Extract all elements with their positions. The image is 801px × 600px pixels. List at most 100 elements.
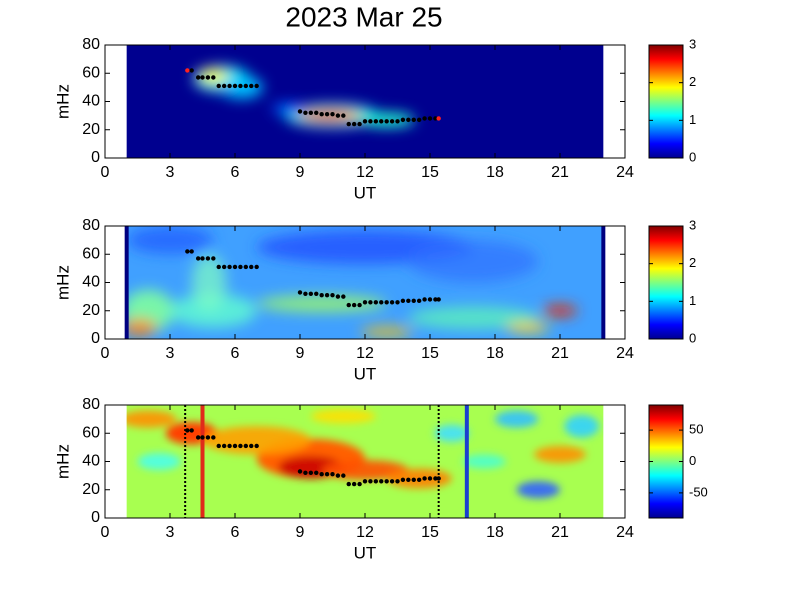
track-point — [308, 110, 314, 116]
colorbar — [648, 44, 684, 159]
y-tick-label: 0 — [91, 149, 100, 166]
track-point — [205, 256, 211, 261]
track-point — [341, 473, 346, 478]
track-point — [389, 479, 395, 484]
y-tick-label: 80 — [82, 396, 100, 413]
track-point — [227, 264, 232, 270]
track-point — [341, 113, 346, 118]
track-point — [297, 109, 303, 114]
track-point — [335, 294, 341, 299]
track-point — [373, 479, 379, 484]
track-point — [254, 443, 259, 449]
track-point — [416, 477, 422, 483]
track-point — [400, 117, 406, 123]
x-tick-label: 21 — [551, 524, 569, 541]
x-tick-label: 3 — [166, 345, 175, 362]
track-point — [389, 300, 395, 305]
y-axis-label: mHz — [53, 84, 72, 119]
track-point — [433, 116, 438, 121]
spectrogram-blob — [202, 426, 311, 455]
track-point — [433, 476, 438, 481]
x-tick-label: 3 — [166, 524, 175, 541]
track-point — [297, 469, 303, 474]
spectrogram-blob — [408, 240, 539, 283]
colorbar-tick-label: 0 — [689, 149, 696, 164]
track-point — [368, 479, 373, 484]
track-point — [185, 428, 190, 433]
spectrogram-blob — [462, 454, 506, 469]
colorbar-tick-label: 1 — [689, 112, 696, 127]
track-point — [227, 443, 232, 449]
colorbar-tick-label: 2 — [689, 255, 696, 270]
spectrogram — [126, 226, 604, 339]
spectrogram-blob — [408, 306, 539, 330]
spectrogram-blob — [434, 424, 469, 442]
track-point — [254, 264, 259, 270]
track-point — [384, 479, 389, 484]
x-tick-label: 6 — [231, 524, 240, 541]
colorbar — [648, 225, 684, 340]
track-point — [406, 117, 411, 123]
track-point — [185, 249, 190, 254]
x-tick-label: 21 — [551, 164, 569, 181]
track-point — [436, 297, 441, 302]
colorbar-tick-label: 0 — [689, 330, 696, 345]
x-tick-label: 18 — [486, 524, 504, 541]
track-point — [189, 249, 194, 254]
edge — [601, 226, 606, 339]
colorbar-tick-label: -50 — [689, 484, 708, 499]
track-point — [379, 119, 384, 124]
track-point — [346, 302, 351, 308]
track-point — [195, 75, 201, 80]
track-point — [221, 83, 227, 89]
spectrogram-blob — [137, 453, 181, 470]
track-point — [416, 298, 422, 304]
title: 2023 Mar 25 — [285, 1, 442, 32]
x-axis-label: UT — [354, 364, 377, 383]
spectrogram-blob — [542, 305, 578, 317]
spectrogram — [126, 45, 604, 158]
y-tick-label: 60 — [82, 424, 100, 441]
track-point — [362, 479, 368, 484]
x-tick-label: 15 — [421, 524, 439, 541]
track-point — [221, 443, 227, 449]
track-point — [427, 476, 433, 481]
track-point — [346, 481, 351, 487]
track-point — [200, 435, 205, 440]
x-tick-label: 24 — [616, 164, 634, 181]
track-point — [422, 297, 427, 302]
y-tick-label: 80 — [82, 36, 100, 53]
track-point — [243, 264, 249, 270]
track-point — [303, 470, 308, 475]
track-point — [395, 479, 400, 484]
x-tick-label: 0 — [101, 524, 110, 541]
colorbar-tick-label: 0 — [689, 453, 696, 468]
track-point — [221, 264, 227, 270]
track-point — [254, 83, 259, 89]
x-tick-label: 24 — [616, 524, 634, 541]
track-point — [211, 75, 216, 80]
track-point — [319, 293, 324, 298]
track-point — [249, 264, 254, 270]
track-point — [335, 473, 341, 478]
y-tick-label: 0 — [91, 509, 100, 526]
track-point — [395, 300, 400, 305]
x-tick-label: 18 — [486, 164, 504, 181]
spectrogram-blob — [126, 410, 177, 428]
x-axis-label: UT — [354, 183, 377, 202]
track-point — [324, 472, 330, 477]
track-point — [319, 112, 324, 117]
track-point — [200, 75, 205, 80]
x-tick-label: 18 — [486, 345, 504, 362]
track-point — [216, 443, 221, 449]
x-tick-label: 15 — [421, 164, 439, 181]
track-point — [238, 443, 243, 449]
y-axis-label: mHz — [53, 265, 72, 300]
track-point — [211, 435, 216, 440]
y-tick-label: 60 — [82, 64, 100, 81]
y-tick-label: 20 — [82, 481, 100, 498]
x-axis-label: UT — [354, 543, 377, 562]
track-point — [324, 293, 330, 298]
track-point — [384, 119, 389, 124]
